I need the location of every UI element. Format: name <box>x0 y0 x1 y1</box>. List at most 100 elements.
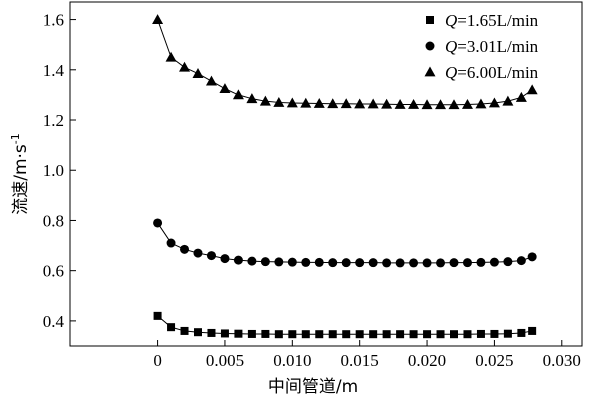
data-point <box>327 98 339 109</box>
data-point <box>301 330 310 339</box>
series-2 <box>153 218 537 268</box>
data-point <box>207 328 216 337</box>
data-point <box>342 330 351 339</box>
data-point <box>219 83 231 94</box>
data-point <box>260 257 270 267</box>
legend-item: Q=3.01L/min <box>425 37 539 56</box>
y-tick-label: 0.8 <box>43 211 64 230</box>
y-tick-label: 0.6 <box>43 262 64 281</box>
data-point <box>247 329 256 338</box>
data-point <box>340 98 352 109</box>
data-point <box>527 252 537 262</box>
data-point <box>367 98 379 109</box>
y-axis-title-main: 流速/m·s <box>11 144 31 215</box>
data-point <box>368 258 378 268</box>
x-tick-label: 0.010 <box>273 351 311 370</box>
data-point <box>341 258 351 268</box>
data-point <box>247 256 257 266</box>
data-point <box>409 330 418 339</box>
y-tick-label: 1.2 <box>43 111 64 130</box>
legend-label: Q=6.00L/min <box>445 63 539 82</box>
y-tick-label: 1.6 <box>43 11 64 30</box>
legend-marker <box>426 16 434 24</box>
data-point <box>517 328 526 337</box>
data-point <box>165 51 177 62</box>
data-point <box>194 328 202 337</box>
data-point <box>436 258 446 268</box>
data-point <box>476 329 485 338</box>
data-point <box>286 97 298 108</box>
data-point <box>369 330 378 339</box>
data-point <box>475 98 487 109</box>
data-point <box>394 98 406 109</box>
data-point <box>382 330 391 339</box>
data-point <box>313 97 325 108</box>
data-point <box>259 95 271 106</box>
series-layer <box>152 14 538 339</box>
y-tick-label: 0.4 <box>43 312 65 331</box>
data-point <box>422 258 432 268</box>
data-point <box>435 99 447 110</box>
data-point <box>488 97 500 108</box>
x-axis-title: 中间管道/m <box>268 377 358 397</box>
data-point <box>461 98 473 109</box>
data-point <box>328 258 338 268</box>
legend-marker <box>424 66 436 77</box>
data-point <box>301 257 311 267</box>
data-point <box>355 258 365 268</box>
y-tick-label: 1.0 <box>43 161 64 180</box>
data-point <box>396 330 405 339</box>
data-point <box>489 257 499 267</box>
data-point <box>274 330 283 339</box>
legend: Q=1.65L/min Q=3.01L/min Q=6.00L/min <box>424 11 539 82</box>
legend-item: Q=6.00L/min <box>424 63 539 82</box>
data-point <box>516 256 526 266</box>
data-point <box>274 257 284 267</box>
data-point <box>382 258 392 268</box>
plot-frame <box>69 1 583 347</box>
y-axis-title-exponent: -1 <box>9 133 22 144</box>
data-point <box>503 329 512 338</box>
data-point <box>273 96 285 107</box>
data-point <box>355 330 364 339</box>
data-point <box>192 68 204 78</box>
legend-label-flow: =1.65L/min <box>457 11 538 30</box>
y-axis-title: 流速/m·s-1 <box>9 133 31 215</box>
data-point <box>476 257 486 267</box>
x-tick-label: 0.030 <box>543 351 581 370</box>
data-point <box>166 238 176 248</box>
data-point <box>180 326 189 335</box>
data-point <box>381 98 393 109</box>
data-point <box>515 91 527 102</box>
data-point <box>449 258 459 268</box>
data-point <box>462 258 472 268</box>
legend-label-q: Q <box>445 37 457 56</box>
legend-marker <box>425 41 435 51</box>
data-point <box>526 84 538 95</box>
data-point <box>490 329 499 338</box>
data-point <box>421 99 433 110</box>
data-point <box>287 257 297 267</box>
legend-label: Q=3.01L/min <box>445 37 539 56</box>
data-point <box>423 330 432 339</box>
data-point <box>503 257 513 267</box>
data-point <box>300 97 312 108</box>
data-point <box>193 248 203 258</box>
data-point <box>436 330 445 339</box>
x-axis: 0 0.005 0.010 0.015 0.020 0.025 0.030 <box>153 340 581 370</box>
legend-label-flow: =3.01L/min <box>457 37 538 56</box>
data-point <box>167 323 176 332</box>
data-point <box>450 330 458 339</box>
legend-label: Q=1.65L/min <box>445 11 539 30</box>
series-1 <box>153 311 537 339</box>
data-point <box>328 330 337 339</box>
data-point <box>288 330 297 339</box>
data-point <box>232 89 244 100</box>
data-point <box>246 93 258 104</box>
data-point <box>153 311 162 320</box>
data-point <box>180 244 190 254</box>
data-point <box>409 258 419 268</box>
x-tick-label: 0.015 <box>341 351 379 370</box>
data-point <box>220 329 229 338</box>
